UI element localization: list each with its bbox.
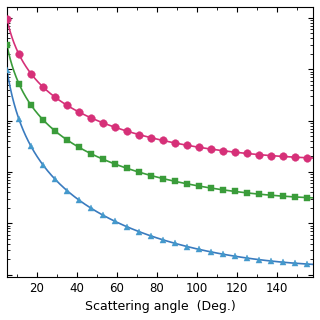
X-axis label: Scattering angle  (Deg.): Scattering angle (Deg.) (84, 300, 236, 313)
